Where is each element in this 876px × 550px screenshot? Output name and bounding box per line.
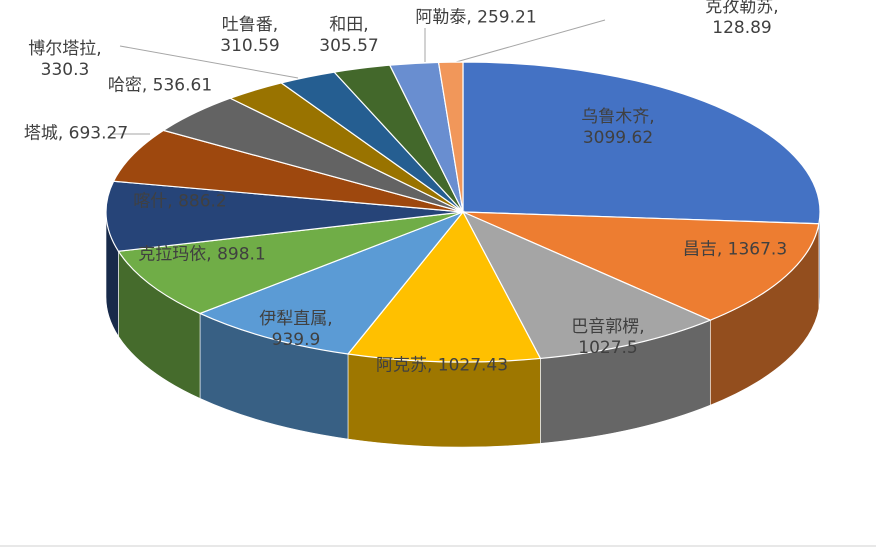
data-label: 阿勒泰, 259.21 — [415, 7, 537, 28]
data-label: 塔城, 693.27 — [23, 123, 129, 144]
data-label: 博尔塔拉, 330.3 — [28, 38, 102, 80]
slice — [461, 210, 712, 360]
slice — [198, 210, 465, 355]
data-label: 阿克苏, 1027.43 — [375, 355, 509, 376]
slice — [462, 211, 820, 321]
data-label: 克孜勒苏, 128.89 — [705, 0, 779, 38]
slice — [346, 210, 542, 363]
data-label: 哈密, 536.61 — [107, 75, 213, 96]
data-label: 昌吉, 1367.3 — [682, 239, 788, 260]
slice — [105, 180, 464, 252]
data-label: 喀什, 886.2 — [133, 191, 227, 212]
data-label: 克拉玛依, 898.1 — [138, 244, 266, 265]
data-label: 吐鲁番, 310.59 — [220, 14, 280, 56]
slice — [462, 61, 821, 225]
leader-line — [455, 19, 606, 63]
data-label: 巴音郭楞, 1027.5 — [571, 316, 645, 358]
slice — [112, 129, 464, 213]
data-label: 伊犁直属, 939.9 — [259, 308, 333, 350]
slice — [437, 61, 464, 213]
leader-line — [119, 45, 299, 79]
slice — [117, 211, 464, 315]
data-label: 和田, 305.57 — [319, 14, 379, 56]
data-label: 乌鲁木齐, 3099.62 — [581, 106, 655, 148]
